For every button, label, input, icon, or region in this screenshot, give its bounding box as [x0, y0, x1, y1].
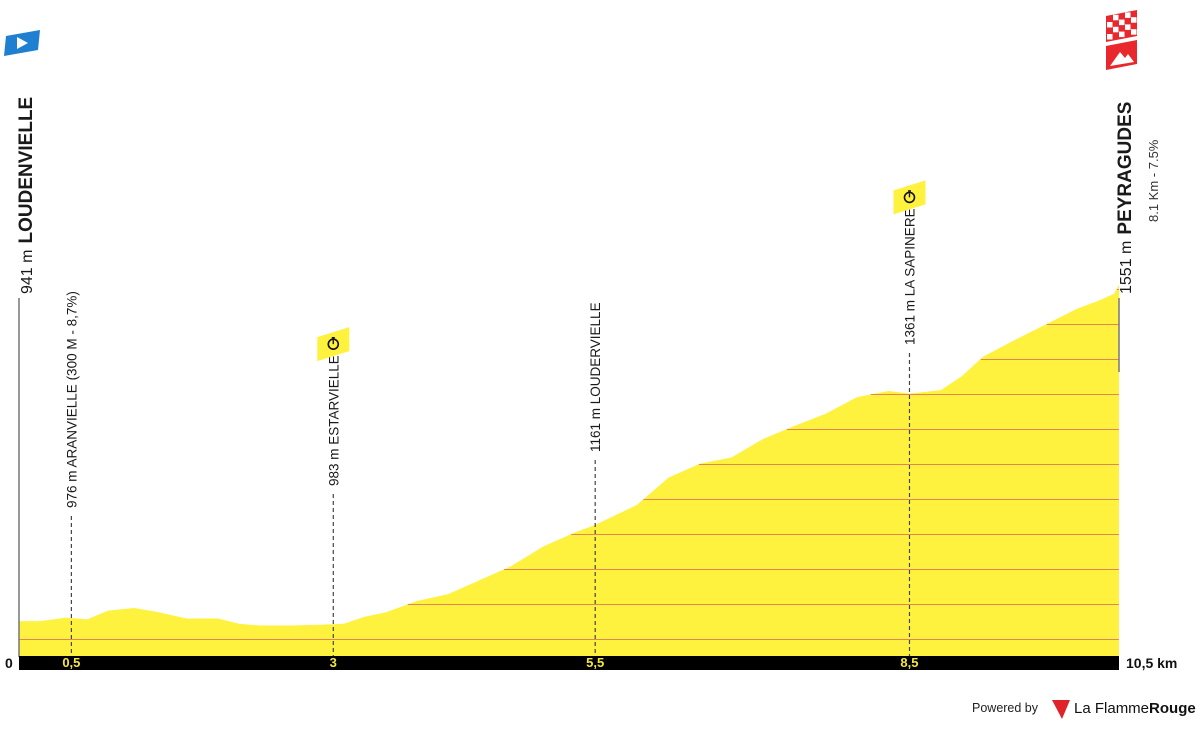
- start-town: LOUDENVIELLE: [16, 97, 37, 244]
- x-tick-label: 0,5: [62, 655, 80, 670]
- brand-regular: La Flamme: [1074, 700, 1149, 717]
- profile-area: [19, 285, 1119, 657]
- grid-lines: [19, 289, 1119, 640]
- finish-elevation: 1551 m: [1118, 241, 1135, 294]
- finish-climb-info: 8.1 Km - 7.5%: [1146, 139, 1161, 222]
- play-flag-icon: [4, 30, 40, 56]
- stopwatch-icon: [317, 327, 350, 362]
- start-elevation: 941 m: [19, 250, 36, 294]
- stopwatch-icon: [893, 180, 926, 215]
- waypoint-label: 976 m ARANVIELLE (300 M - 8,7%): [64, 291, 79, 508]
- finish-town: PEYRAGUDES: [1115, 102, 1136, 235]
- x-tick-label: 3: [330, 655, 337, 670]
- brand-bold: Rouge: [1149, 700, 1196, 717]
- x-tick-label: 10,5 km: [1126, 655, 1177, 671]
- brand-name: La FlammeRouge: [1074, 700, 1196, 717]
- powered-by-text: Powered by: [972, 701, 1039, 715]
- waypoint-label: 983 m ESTARVIELLE: [326, 355, 341, 486]
- km-axis-bar: [19, 656, 1119, 670]
- x-tick-label: 5,5: [586, 655, 604, 670]
- x-tick-label: 8,5: [900, 655, 918, 670]
- waypoint-label: 1161 m LOUDERVIELLE: [588, 302, 603, 452]
- checkered-mountain-flag-icon: [1106, 10, 1137, 70]
- x-tick-label: 0: [5, 655, 13, 671]
- waypoint-label: 1361 m LA SAPINERE: [902, 208, 917, 345]
- waypoints: 976 m ARANVIELLE (300 M - 8,7%) 983 m EST…: [64, 180, 926, 657]
- flamme-rouge-logo-icon: [1052, 700, 1070, 719]
- x-axis-ticks: 0 0,5 3 5,5 8,5 10,5 km: [5, 655, 1177, 671]
